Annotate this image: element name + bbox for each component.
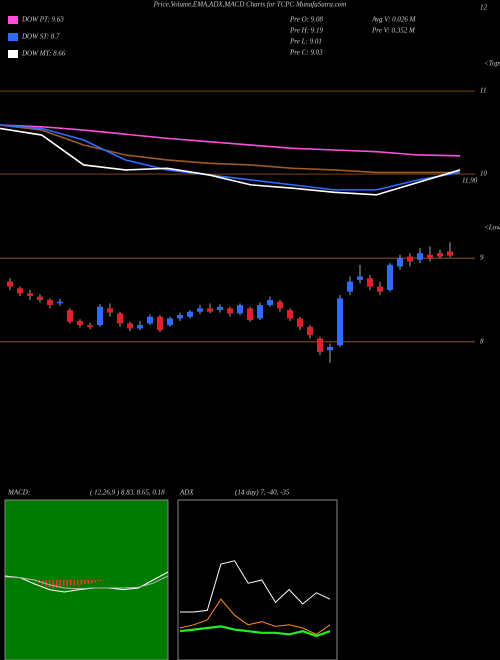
panel-bg [5,500,168,660]
line [0,124,461,157]
candle-body [217,306,223,311]
legend-swatch [8,16,18,24]
line [180,560,331,613]
candle-body [437,253,443,257]
candle-body [347,281,353,292]
candle-body [427,254,433,259]
histogram-bar [56,580,58,588]
candle-body [207,308,213,312]
candle-body [297,318,303,327]
legend-label: DOW MT: 8.66 [21,50,66,58]
candle-body [127,323,133,329]
line [4,575,169,590]
histogram-bar [63,580,65,587]
candle-body [27,293,33,296]
candle-body [387,264,393,290]
candle-body [197,308,203,312]
line [179,625,331,638]
histogram-bar [94,580,96,583]
candle-body [17,288,23,294]
histogram-bar [84,580,86,584]
stat: Pre V: 0.352 M [371,27,416,35]
panel-title: MACD: [7,489,30,497]
candle-body [287,310,293,319]
candle-body [137,325,143,329]
histogram-bar [98,580,100,582]
candle-body [87,325,93,327]
macd-frame [4,499,169,660]
panel-subtitle: ( 12,26,9 ) 8.83, 8.65, 0.18 [90,489,165,497]
histogram-bar [80,580,82,585]
histogram-bar [49,580,51,588]
page-title: Price,Volume,EMA,ADX,MACD Charts for TCP… [153,1,347,9]
candle-body [257,305,263,319]
stat: Avg V: 0.026 M [371,16,417,24]
candle-body [397,258,403,267]
candle-body [377,286,383,292]
histogram-bar [45,580,47,587]
candle-body [77,320,83,326]
candle-body [157,316,163,331]
stat: Pre C: 9.03 [289,49,323,57]
candle-body [407,256,413,262]
legend-label: DOW PT: 9.63 [21,16,64,24]
y-tick-label: 10 [480,170,488,178]
candle-body [277,301,283,309]
adx-frame [177,499,338,660]
legend-swatch [8,33,18,41]
y-tick-label: 8 [480,337,484,345]
candle-body [247,308,253,321]
candle-body [147,316,153,324]
legend-label: DOW ST: 8.7 [21,33,60,41]
histogram-bar [70,580,72,586]
candle-body [417,253,423,260]
histogram-bar [59,580,61,588]
candle-body [307,326,313,336]
stat: Pre L: 9.01 [289,38,322,46]
histogram-bar [73,580,75,586]
candle-body [367,278,373,287]
histogram-bar [66,580,68,587]
stat: Pre H: 9.19 [289,27,323,35]
candle-body [267,300,273,306]
candle-body [337,298,343,346]
candle-body [57,301,63,304]
line [0,124,460,174]
candle-body [97,306,103,326]
candle-body [107,308,113,313]
line [179,598,331,635]
candle-body [47,300,53,306]
last-price: 11.90 [462,177,478,185]
candle-body [7,281,13,287]
lows-marker: <Lows [484,224,500,232]
candle-body [187,311,193,317]
y-tick-label: 11 [480,87,486,95]
candle-body [237,305,243,314]
tops-marker: <Tops [484,60,500,68]
stat: Pre O: 9.08 [289,16,323,24]
candle-body [327,346,333,351]
panel-subtitle: (14 day) 7, -40, -35 [235,489,290,497]
y-tick-label: 12 [480,4,488,12]
candle-body [447,251,453,256]
y-tick-label: 9 [480,254,484,262]
line [0,127,461,196]
candle-body [37,296,43,300]
candle-body [167,318,173,326]
candle-body [67,310,73,322]
histogram-bar [52,580,54,588]
histogram-bar [91,580,93,584]
line [0,124,461,191]
candle-body [317,338,323,352]
panel-title: ADX [179,489,194,497]
candle-body [227,308,233,314]
candle-body [357,276,363,280]
histogram-bar [87,580,89,584]
legend-swatch [8,50,18,58]
histogram-bar [101,580,103,581]
histogram-bar [77,580,79,585]
candle-body [177,315,183,319]
candle-body [117,313,123,324]
